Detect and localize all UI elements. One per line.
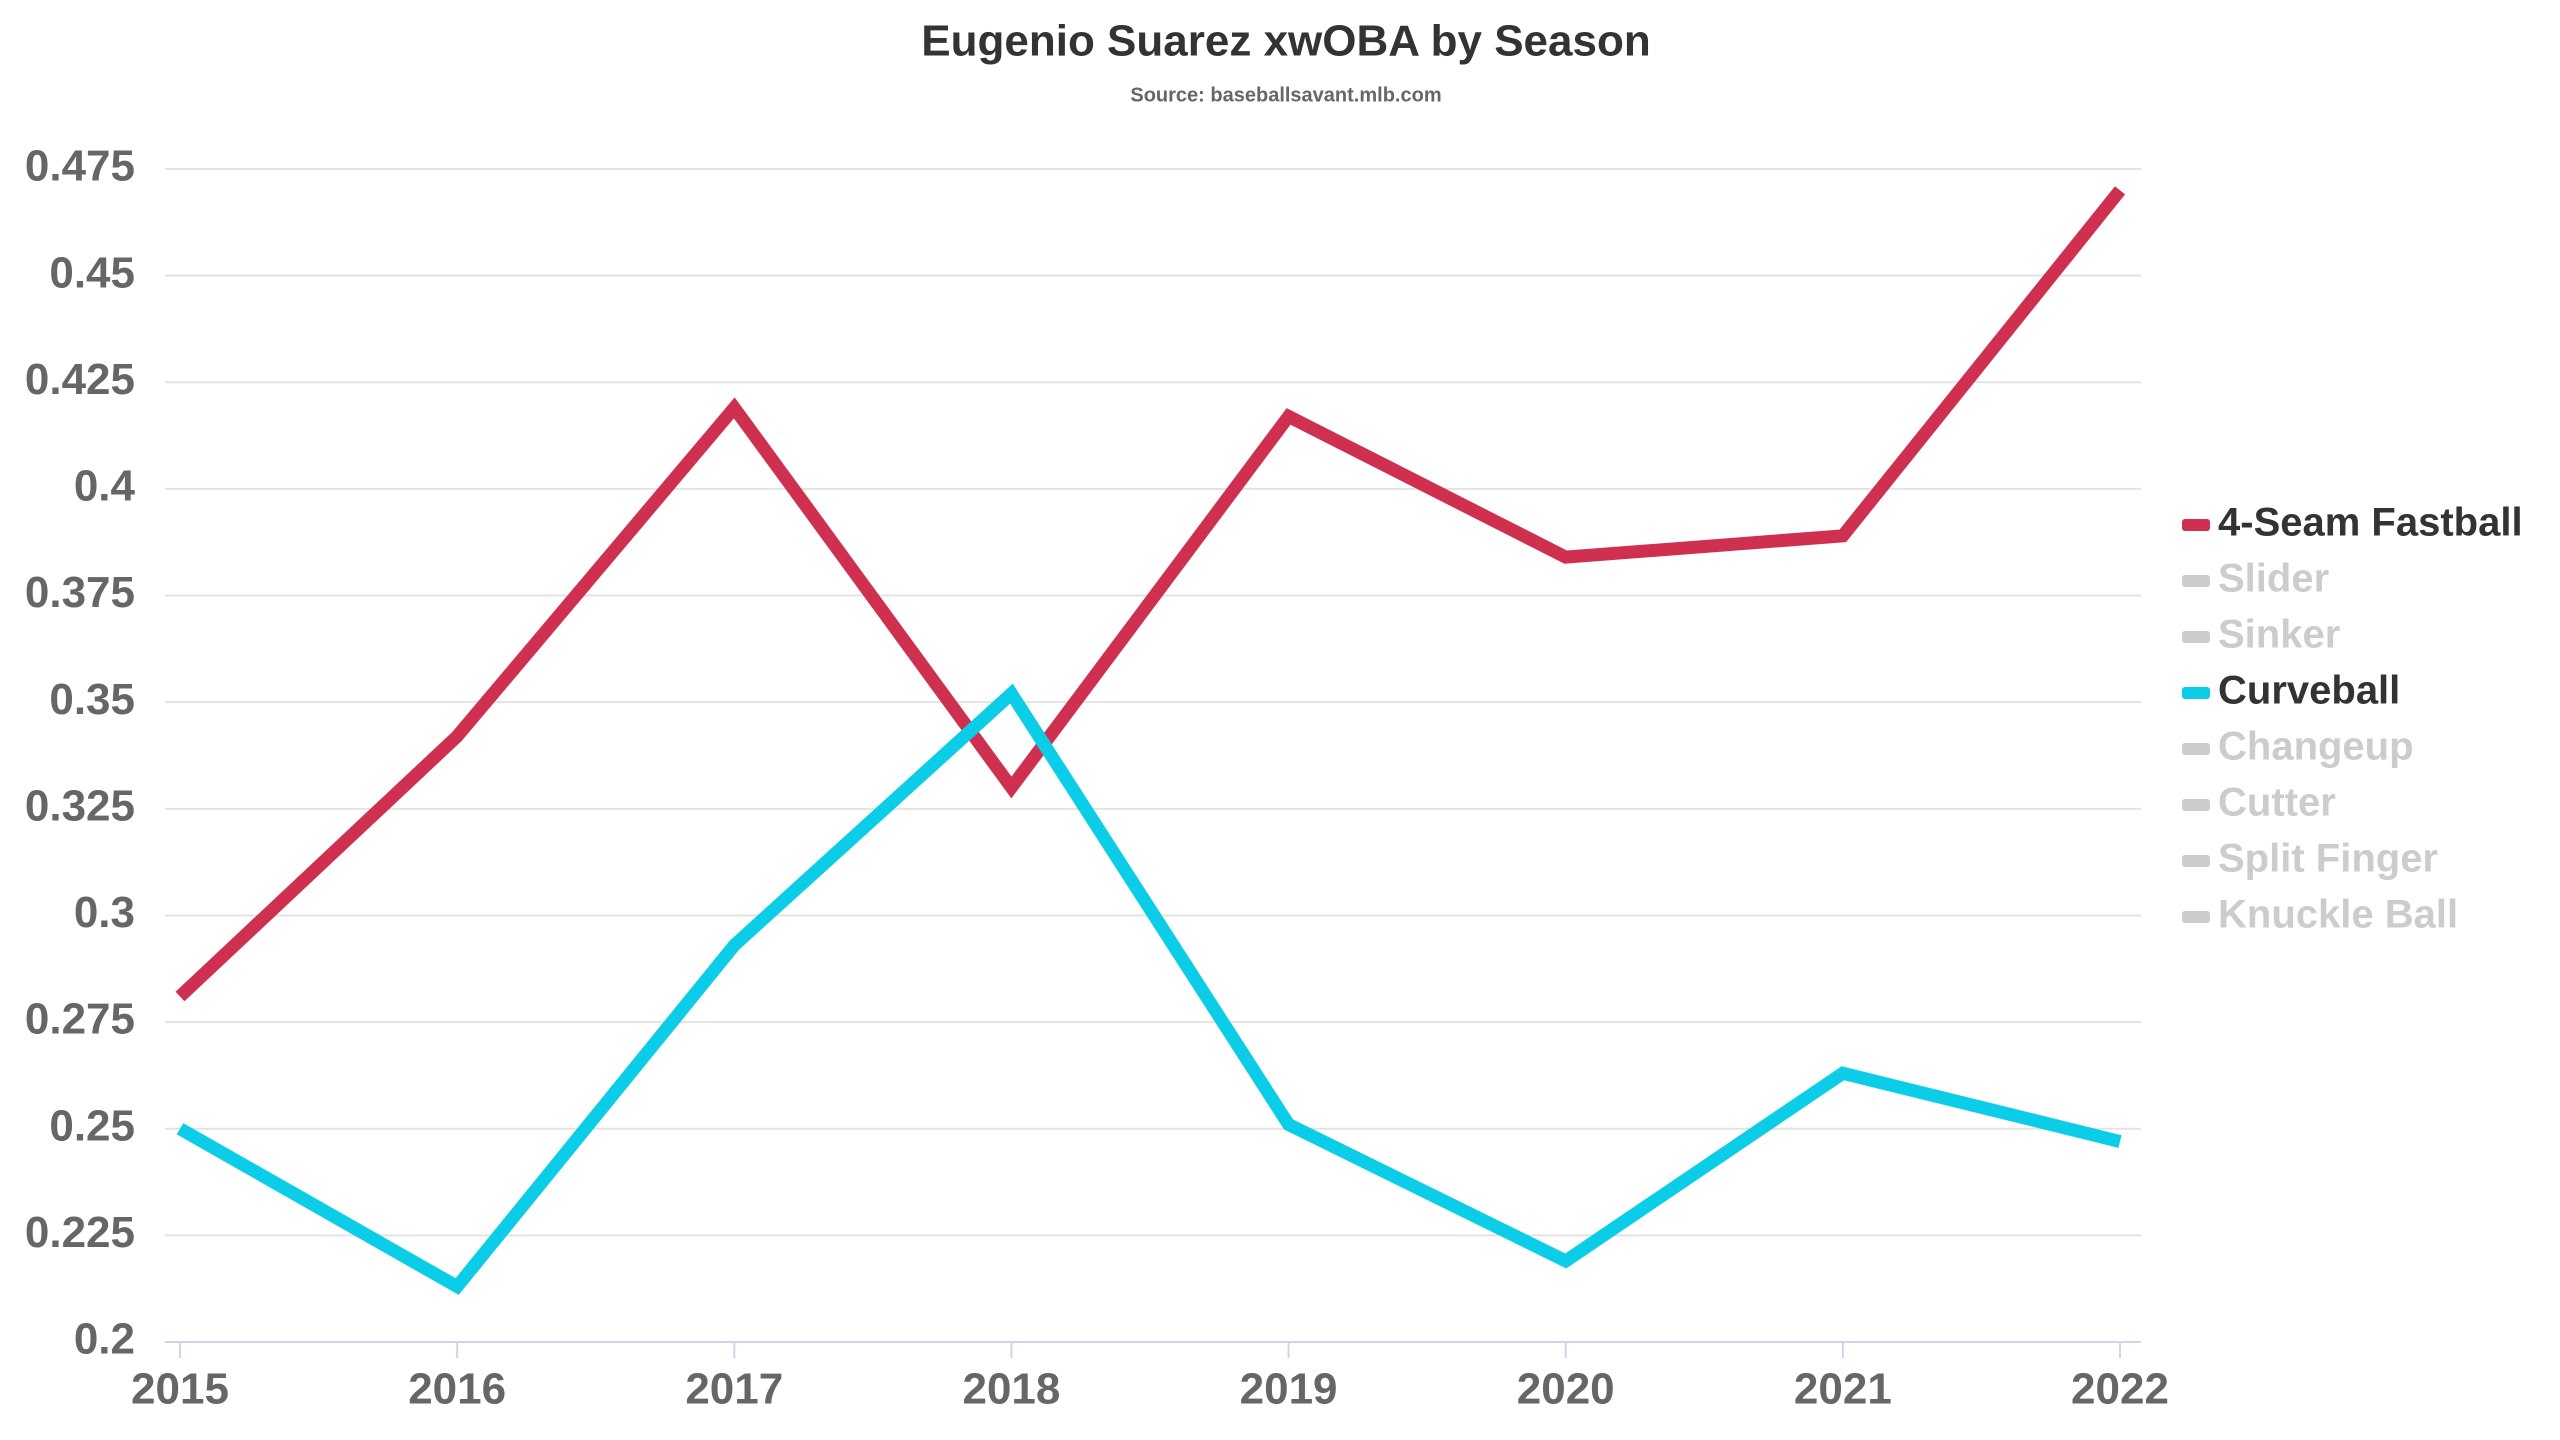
legend-label: Changeup xyxy=(2218,725,2414,769)
legend-label: Cutter xyxy=(2218,781,2336,825)
y-tick-label: 0.425 xyxy=(25,355,135,404)
legend-label: Split Finger xyxy=(2218,837,2438,881)
series-line xyxy=(175,186,2126,1002)
x-tick-label: 2016 xyxy=(408,1365,506,1414)
legend-swatch xyxy=(2182,519,2210,531)
y-tick-label: 0.225 xyxy=(25,1208,135,1257)
legend-label: Knuckle Ball xyxy=(2218,893,2458,937)
y-tick-label: 0.275 xyxy=(25,995,135,1044)
series-line xyxy=(176,683,2122,1295)
x-tick-label: 2017 xyxy=(685,1365,783,1414)
y-tick-label: 0.3 xyxy=(74,888,135,937)
y-tick-label: 0.4 xyxy=(74,462,136,511)
legend-swatch xyxy=(2182,855,2210,867)
legend-label: Slider xyxy=(2218,557,2329,601)
y-tick-label: 0.35 xyxy=(49,675,135,724)
legend-swatch xyxy=(2182,799,2210,811)
y-tick-label: 0.2 xyxy=(74,1315,135,1364)
y-tick-label: 0.45 xyxy=(49,248,135,297)
y-tick-label: 0.25 xyxy=(49,1101,135,1150)
legend-swatch xyxy=(2182,743,2210,755)
x-tick-label: 2018 xyxy=(962,1365,1060,1414)
x-tick-label: 2015 xyxy=(131,1365,229,1414)
x-tick-label: 2020 xyxy=(1517,1365,1615,1414)
chart-title: Eugenio Suarez xwOBA by Season xyxy=(921,17,1650,66)
y-tick-label: 0.475 xyxy=(25,142,135,191)
legend-label: Curveball xyxy=(2218,669,2400,713)
x-tick-label: 2022 xyxy=(2071,1365,2169,1414)
y-tick-label: 0.375 xyxy=(25,568,135,617)
legend-swatch xyxy=(2182,687,2210,699)
y-tick-label: 0.325 xyxy=(25,781,135,830)
legend-swatch xyxy=(2182,911,2210,923)
legend-label: Sinker xyxy=(2218,613,2340,657)
x-tick-label: 2019 xyxy=(1240,1365,1338,1414)
legend-label: 4-Seam Fastball xyxy=(2218,501,2523,545)
x-tick-label: 2021 xyxy=(1794,1365,1892,1414)
legend-swatch xyxy=(2182,575,2210,587)
chart-subtitle: Source: baseballsavant.mlb.com xyxy=(1130,84,1441,106)
legend-swatch xyxy=(2182,631,2210,643)
